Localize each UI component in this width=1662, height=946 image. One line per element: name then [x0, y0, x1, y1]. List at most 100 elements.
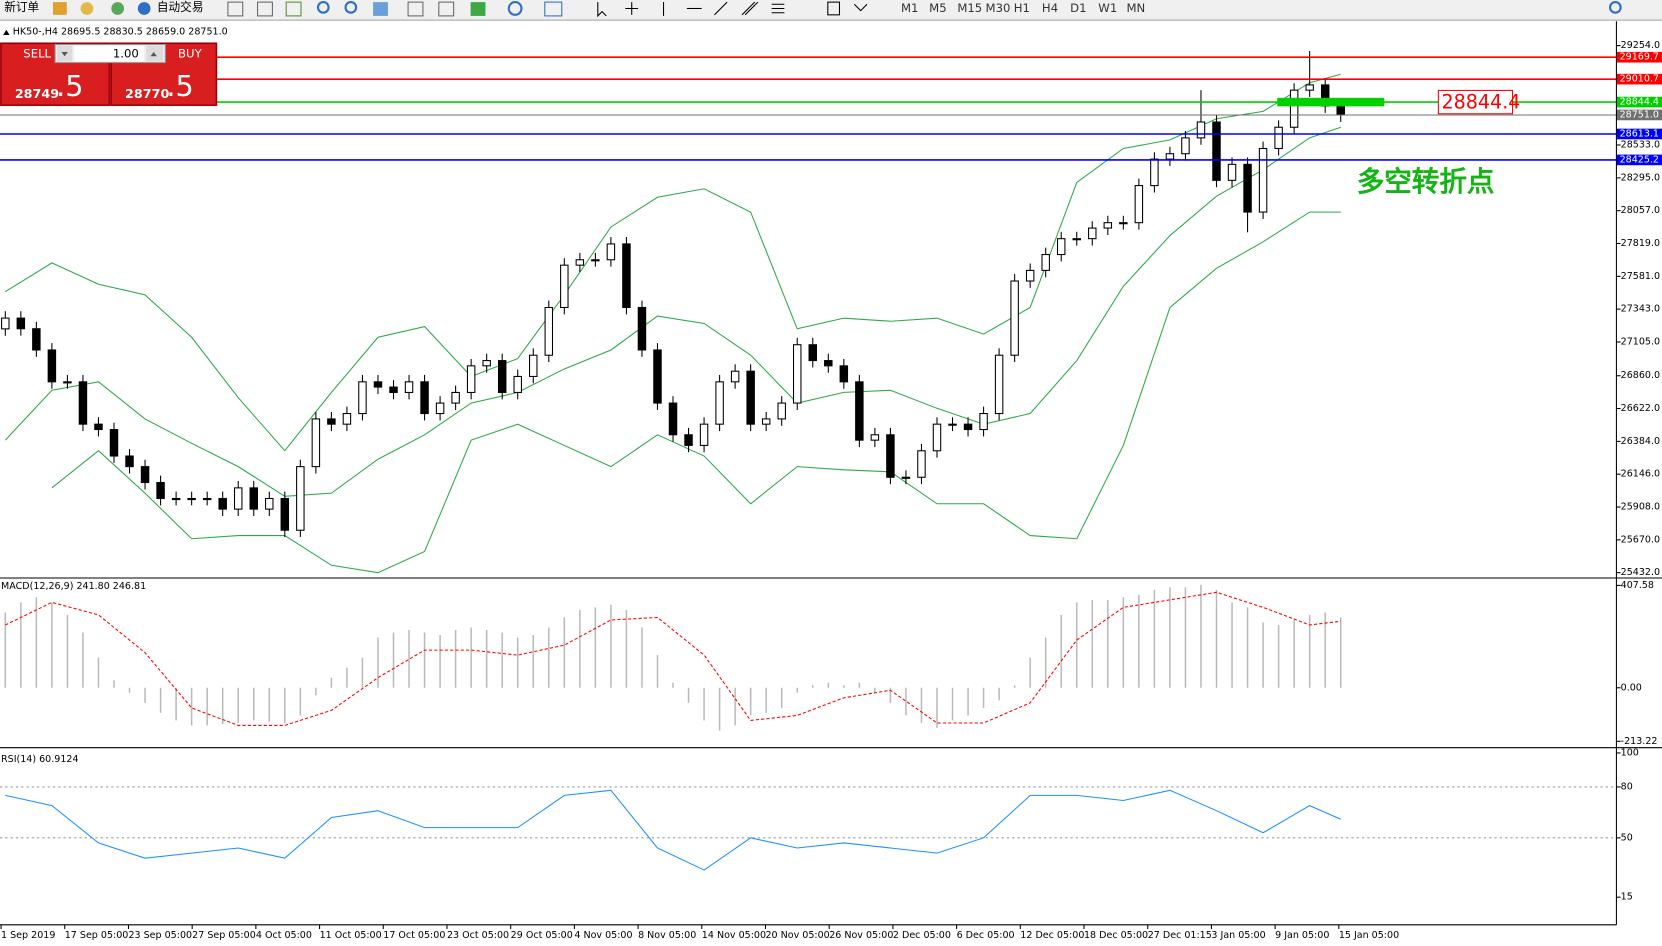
candle-body: [1134, 185, 1144, 224]
candle-body: [1165, 153, 1175, 160]
x-tick-label: 20 Nov 05:00: [765, 930, 829, 941]
candle-body: [482, 360, 491, 367]
candle-body: [591, 259, 600, 262]
candle-body: [730, 370, 740, 383]
sell-label[interactable]: SELL: [23, 47, 51, 61]
candle-body: [404, 381, 414, 393]
bollinger-middle: [4, 126, 1341, 497]
candle-body: [1258, 147, 1268, 213]
candle-body: [637, 306, 647, 351]
x-tick-label: 14 Nov 05:00: [702, 930, 766, 941]
y-tick-label: 15: [1621, 892, 1633, 903]
candle-body: [187, 497, 196, 501]
ask-price[interactable]: 28770: [125, 86, 169, 101]
candle-body: [420, 381, 429, 415]
periods[interactable]: [507, 1, 523, 16]
icon[interactable]: [373, 2, 388, 16]
candle-body: [233, 487, 243, 510]
icon[interactable]: [80, 2, 94, 15]
y-tick-label: 27581.0: [1621, 271, 1660, 282]
timeframe-button[interactable]: H4: [1042, 1, 1058, 15]
candle-body: [1289, 89, 1299, 128]
x-tick-label: 23 Oct 05:00: [447, 930, 509, 941]
fibo-tool[interactable]: [771, 3, 785, 14]
icon[interactable]: [257, 1, 273, 17]
icon[interactable]: [52, 2, 67, 15]
timeframe-button[interactable]: M1: [901, 1, 918, 15]
zoom-in[interactable]: [316, 1, 330, 14]
candle-body: [684, 434, 693, 446]
bid-pips[interactable]: .5: [56, 69, 83, 103]
arrows-tool[interactable]: [853, 3, 868, 12]
x-tick-label: 27 Sep 05:00: [192, 930, 256, 941]
candle-body: [870, 434, 880, 441]
trendline-tool[interactable]: [714, 1, 728, 16]
icon[interactable]: [407, 1, 424, 17]
icon[interactable]: [285, 1, 302, 17]
crosshair-tool[interactable]: [625, 2, 639, 15]
icon[interactable]: [111, 2, 125, 15]
y-tick-label: 28295.0: [1621, 172, 1660, 183]
candle-body: [389, 386, 398, 393]
search[interactable]: [1609, 1, 1622, 14]
candle-body: [140, 466, 150, 484]
timeframe-button[interactable]: M5: [929, 1, 946, 15]
candle-body: [218, 497, 227, 510]
indicators[interactable]: [470, 2, 486, 16]
candle-body: [994, 354, 1004, 415]
x-tick-label: 23 Sep 05:00: [128, 930, 192, 941]
candle-body: [1010, 280, 1019, 356]
icon[interactable]: [438, 1, 455, 17]
lots-input[interactable]: [74, 45, 145, 62]
y-tick-label: 26860.0: [1621, 370, 1660, 381]
ask-pips[interactable]: .5: [166, 69, 193, 103]
timeframe-button[interactable]: H1: [1014, 1, 1030, 15]
candle-body: [761, 418, 771, 425]
x-tick-label: 6 Dec 05:00: [957, 930, 1015, 941]
channel-tool[interactable]: [741, 1, 759, 16]
bid-price[interactable]: 28749: [15, 86, 59, 101]
candle-body: [358, 381, 367, 415]
candle-body: [265, 497, 274, 510]
y-tick-label: 0.00: [1621, 682, 1642, 693]
y-tick-label: 25432.0: [1621, 567, 1660, 578]
level-highlight: [1277, 97, 1385, 107]
auto-trading-icon[interactable]: [137, 2, 151, 15]
icon[interactable]: [227, 1, 244, 17]
candle-body: [249, 487, 258, 510]
trade-panel: SELL BUY 1.00 28749 .5 28770 .5: [0, 42, 218, 107]
timeframe-button[interactable]: M15: [957, 1, 982, 15]
collapse-icon[interactable]: [3, 29, 10, 35]
candle-body: [1119, 222, 1128, 225]
price-level-label: 28613.1: [1620, 128, 1659, 139]
lots-value[interactable]: 1.00: [113, 47, 139, 61]
timeframe-button[interactable]: MN: [1127, 1, 1146, 15]
timeframe-button[interactable]: W1: [1098, 1, 1117, 15]
candle-body: [94, 423, 103, 431]
candle-body: [47, 349, 57, 383]
cursor-tool[interactable]: [597, 2, 607, 18]
y-tick-label: 80: [1621, 781, 1633, 792]
zoom-out[interactable]: [344, 1, 358, 14]
y-tick-label: 26622.0: [1621, 403, 1660, 414]
buy-label[interactable]: BUY: [178, 47, 203, 61]
timeframe-button[interactable]: M30: [986, 1, 1011, 15]
auto-trading-button[interactable]: 自动交易: [157, 0, 204, 14]
candle-body: [1056, 238, 1066, 256]
templates[interactable]: [544, 1, 563, 17]
new-order-button[interactable]: 新订单: [4, 0, 39, 14]
price-level-tag: [1616, 109, 1662, 121]
arrow: [61, 51, 68, 57]
x-tick-label: 11 Oct 05:00: [320, 930, 382, 941]
timeframe-button[interactable]: D1: [1070, 1, 1086, 15]
candle-body: [1196, 121, 1206, 139]
y-tick-label: 28533.0: [1621, 140, 1660, 151]
label-tool[interactable]: [827, 1, 841, 16]
price-level-label: 28425.2: [1620, 154, 1659, 165]
candle-body: [497, 360, 507, 393]
timeframe-bar: M1 M5 M15 M30 H1 H4 D1 W1 MN: [901, 1, 1145, 15]
candle-body: [529, 354, 538, 377]
candle-body: [1150, 158, 1159, 187]
candle-body: [979, 413, 988, 431]
